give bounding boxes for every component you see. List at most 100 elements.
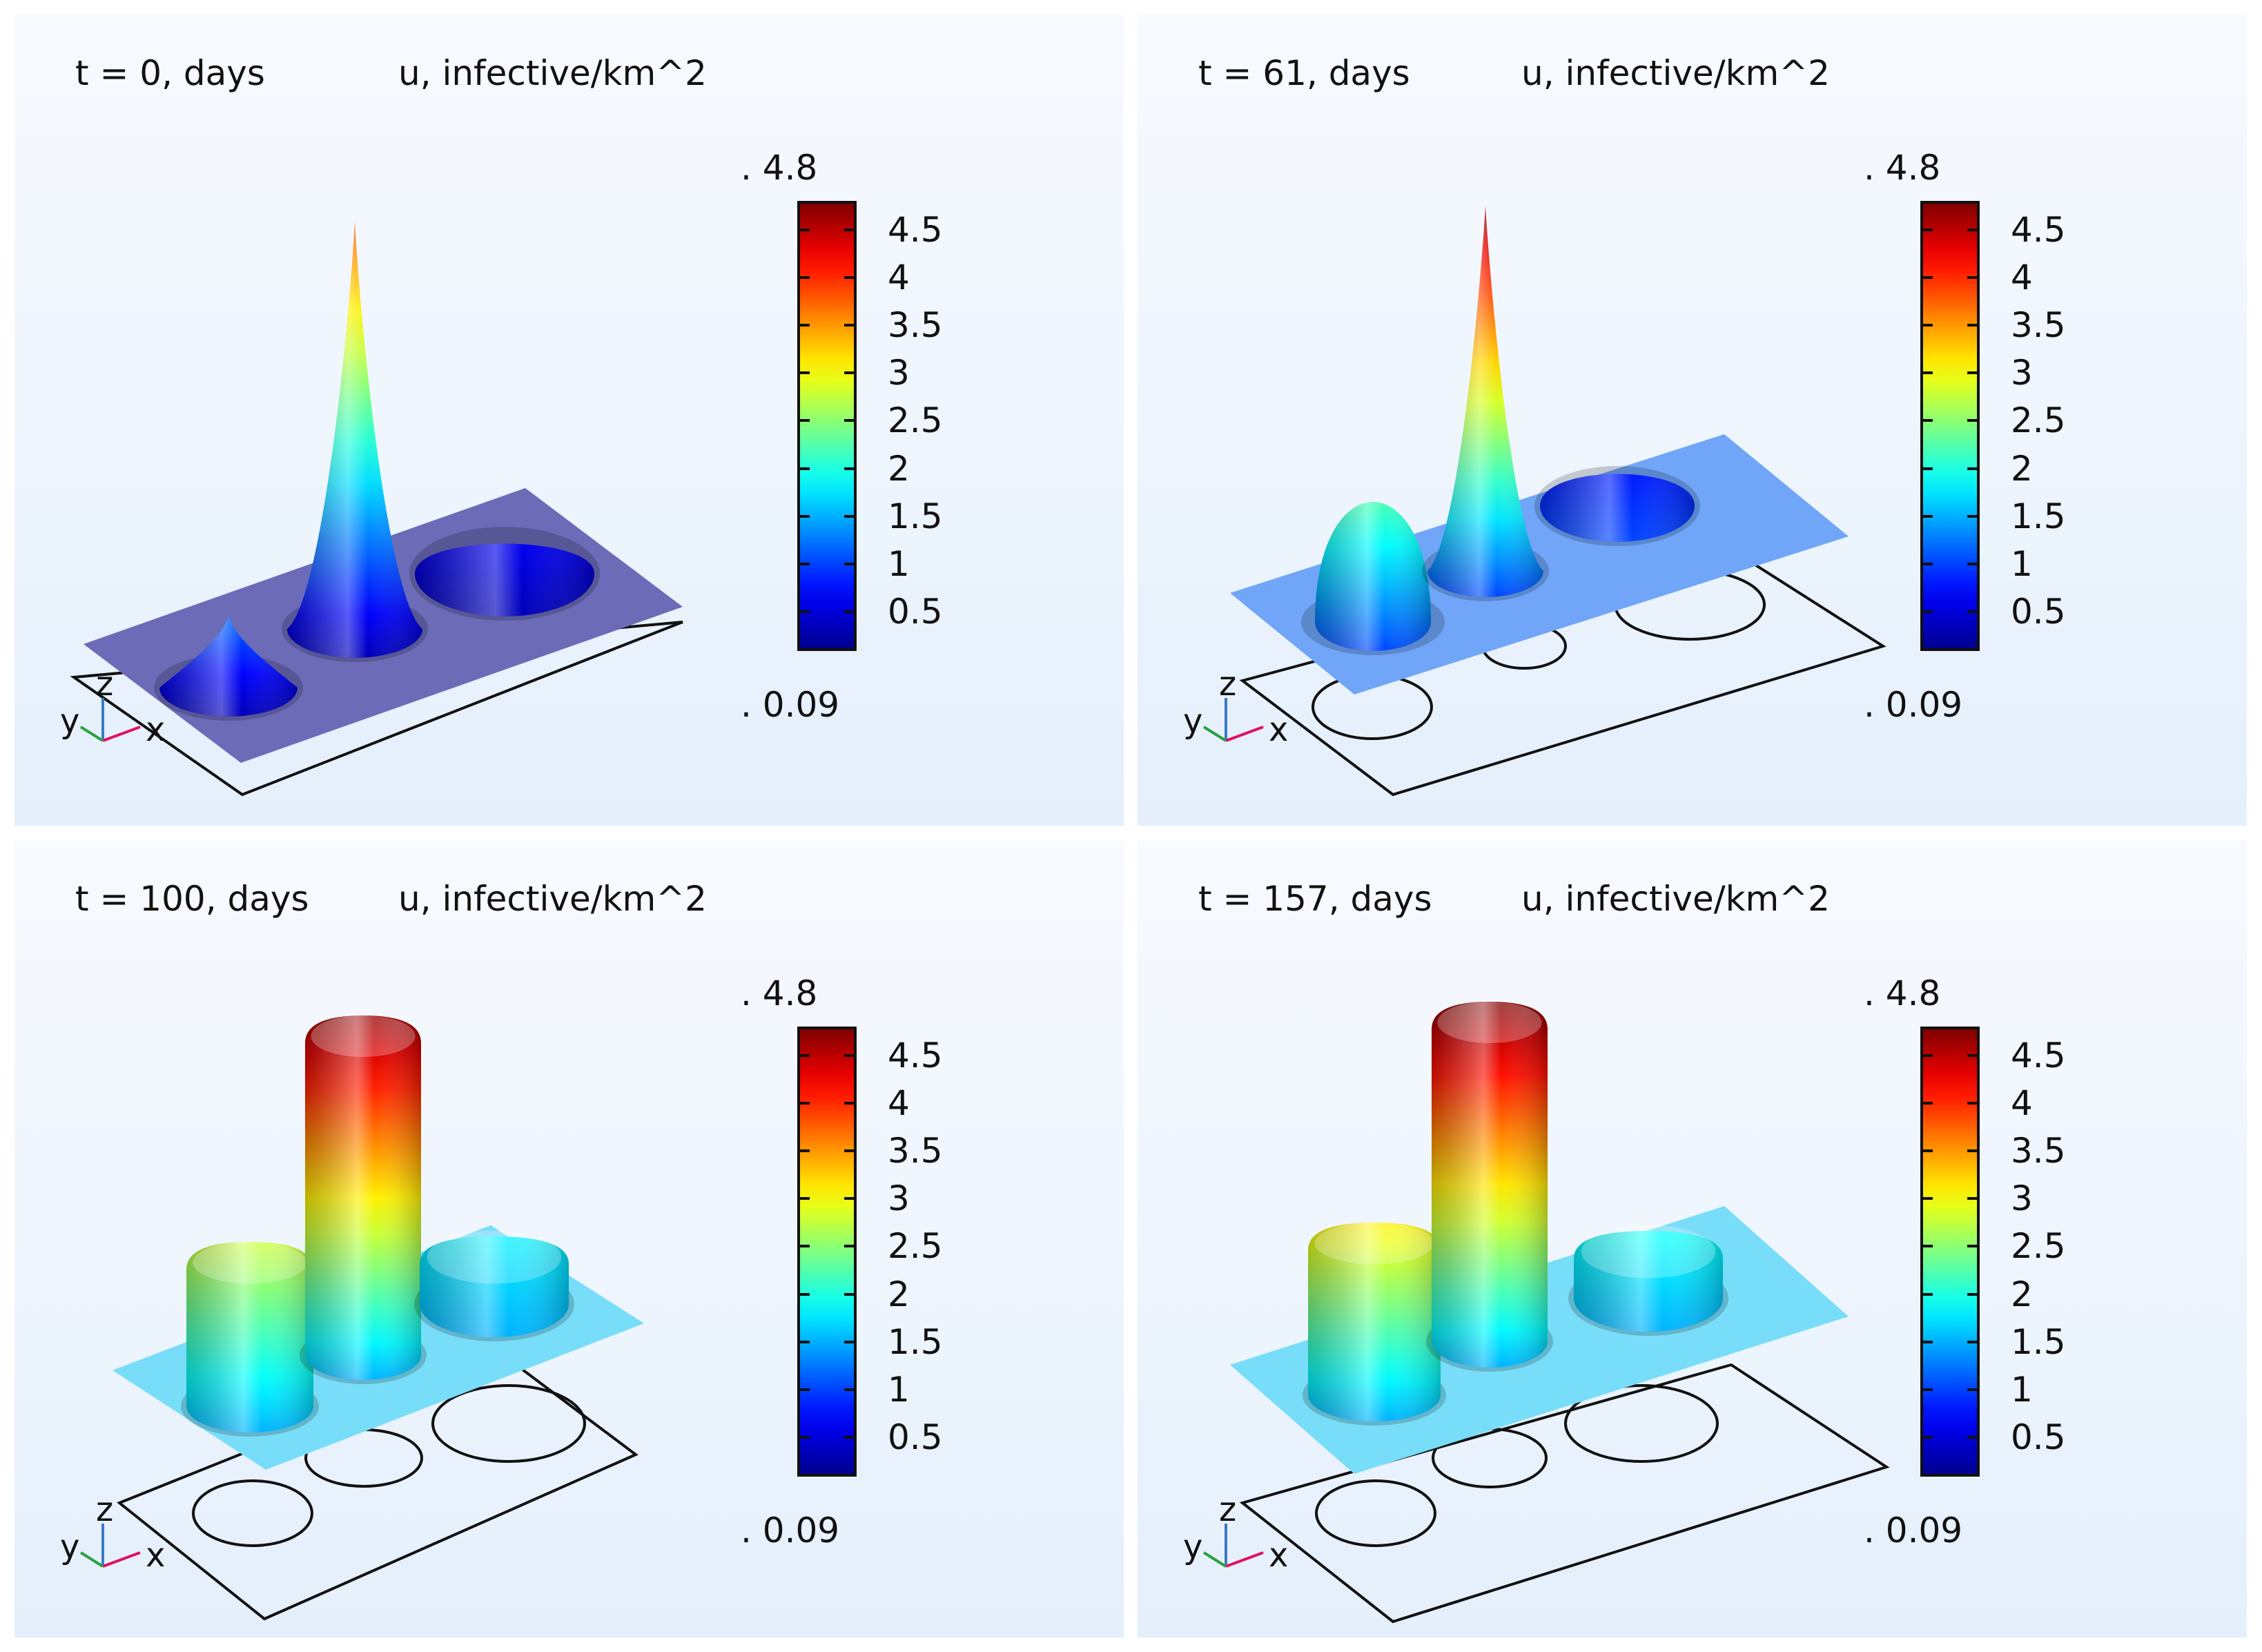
surface-svg: zx y (60, 1016, 644, 1621)
axis-triad: zx y (1183, 665, 1288, 749)
colorbar-tick-label: 3 (2011, 1178, 2033, 1219)
colorbar-tick (844, 1436, 854, 1439)
colorbar-tick-label: 1 (888, 1370, 910, 1410)
colorbar-tick (1923, 467, 1933, 470)
colorbar-tick-label: 4 (2011, 257, 2033, 298)
colorbar-tick-label: 2.5 (2011, 1226, 2066, 1267)
colorbar-tick (1967, 1101, 1977, 1105)
axis-triad: zx y (60, 665, 165, 749)
colorbar-tick (844, 371, 854, 375)
domain-ellipse (192, 1479, 313, 1547)
colorbar-tick (1923, 514, 1933, 518)
colorbar-tick (844, 419, 854, 422)
colorbar-tick-label: 1 (888, 544, 910, 585)
colorbar-tick (844, 1197, 854, 1201)
colorbar-tick-label: 3.5 (888, 304, 943, 345)
colorbar-tick (844, 1245, 854, 1248)
axis-label-z: z (96, 1490, 113, 1529)
colorbar-tick (1923, 1436, 1933, 1439)
colorbar-tick (844, 275, 854, 279)
colorbar-tick (1923, 1197, 1933, 1201)
surface-peak-center (300, 1016, 427, 1384)
colorbar-tick-label: 1.5 (888, 496, 943, 536)
colorbar-tick (1923, 371, 1933, 375)
colorbar-tick-label: 1.5 (888, 1321, 943, 1362)
colorbar-tick (844, 467, 854, 470)
surface-peak-right (1568, 1225, 1728, 1336)
colorbar-tick-label: 4.5 (2011, 1035, 2066, 1076)
colorbar-tick (1967, 610, 1977, 614)
colorbar-tick (1967, 1436, 1977, 1439)
colorbar-tick-label: 4.5 (2011, 209, 2066, 250)
colorbar-tick (1923, 1149, 1933, 1152)
axis-triad: zx y (60, 1490, 165, 1575)
colorbar-tick-label: 4 (2011, 1082, 2033, 1123)
colorbar-tick (1923, 1053, 1933, 1057)
colorbar-tick-label: 1 (2011, 544, 2033, 585)
axis-label-x: x (146, 710, 165, 749)
colorbar-tick (844, 514, 854, 518)
colorbar-tick (844, 610, 854, 614)
colorbar-tick-label: 4 (888, 257, 910, 298)
surface-peak-center (282, 222, 428, 662)
colorbar-tick (800, 323, 810, 327)
colorbar-tick-label: 2 (2011, 1274, 2033, 1314)
colorbar-tick (1967, 371, 1977, 375)
surface-peak-left (1303, 1222, 1446, 1426)
colorbar-tick-label: 0.5 (2011, 592, 2066, 632)
colorbar-tick (800, 467, 810, 470)
domain-ellipse (1564, 1384, 1719, 1463)
axis-triad: zx y (1183, 1490, 1288, 1575)
domain-ellipse (1315, 1479, 1436, 1547)
domain-ellipse (431, 1384, 586, 1463)
colorbar-tick (844, 1149, 854, 1152)
axis-label-y: y (60, 1528, 79, 1566)
colorbar-tick (1967, 275, 1977, 279)
colorbar-tick (1923, 1245, 1933, 1248)
colorbar-tick (1923, 610, 1933, 614)
colorbar-tick (1967, 323, 1977, 327)
quantity-label: u, infective/km^2 (398, 53, 707, 93)
colorbar-tick-label: 4.5 (888, 1035, 943, 1076)
colorbar-tick-label: 3.5 (888, 1130, 943, 1171)
quantity-label: u, infective/km^2 (398, 879, 707, 919)
colorbar-min-label: . 0.09 (741, 1510, 840, 1551)
colorbar-tick (1967, 419, 1977, 422)
colorbar-max-label: . 4.8 (741, 148, 818, 188)
colorbar-tick (800, 419, 810, 422)
surface-peak-right (414, 1230, 574, 1341)
colorbar-tick-label: 3 (2011, 353, 2033, 393)
colorbar-tick-label: 1.5 (2011, 1321, 2066, 1362)
colorbar-min-label: . 0.09 (1864, 1510, 1963, 1551)
axis-label-y: y (1183, 702, 1202, 741)
colorbar-tick-label: 0.5 (2011, 1417, 2066, 1458)
colorbar-tick (1923, 419, 1933, 422)
colorbar-min-label: . 0.09 (1864, 685, 1963, 725)
surface-peak-left (154, 616, 303, 721)
colorbar-tick (844, 563, 854, 566)
colorbar-tick (800, 1101, 810, 1105)
colorbar-tick (800, 1388, 810, 1392)
colorbar-tick (800, 228, 810, 231)
colorbar-tick-label: 3.5 (2011, 1130, 2066, 1171)
surface-peak-right (1534, 466, 1700, 546)
colorbar-tick-label: 2.5 (888, 1226, 943, 1267)
colorbar-tick (800, 1149, 810, 1152)
colorbar-tick (844, 1340, 854, 1343)
colorbar-tick (1923, 563, 1933, 566)
axis-label-x: x (1269, 1536, 1288, 1575)
colorbar-tick (844, 1101, 854, 1105)
colorbar-tick-label: 2 (2011, 448, 2033, 489)
colorbar-tick (1967, 563, 1977, 566)
colorbar-tick (1967, 1340, 1977, 1343)
colorbar-tick (1923, 1340, 1933, 1343)
colorbar (1920, 1027, 1980, 1477)
colorbar-tick (800, 1197, 810, 1201)
colorbar-tick (1967, 1388, 1977, 1392)
colorbar (797, 1027, 857, 1477)
colorbar-max-label: . 4.8 (1864, 148, 1941, 188)
colorbar-tick-label: 4 (888, 1082, 910, 1123)
